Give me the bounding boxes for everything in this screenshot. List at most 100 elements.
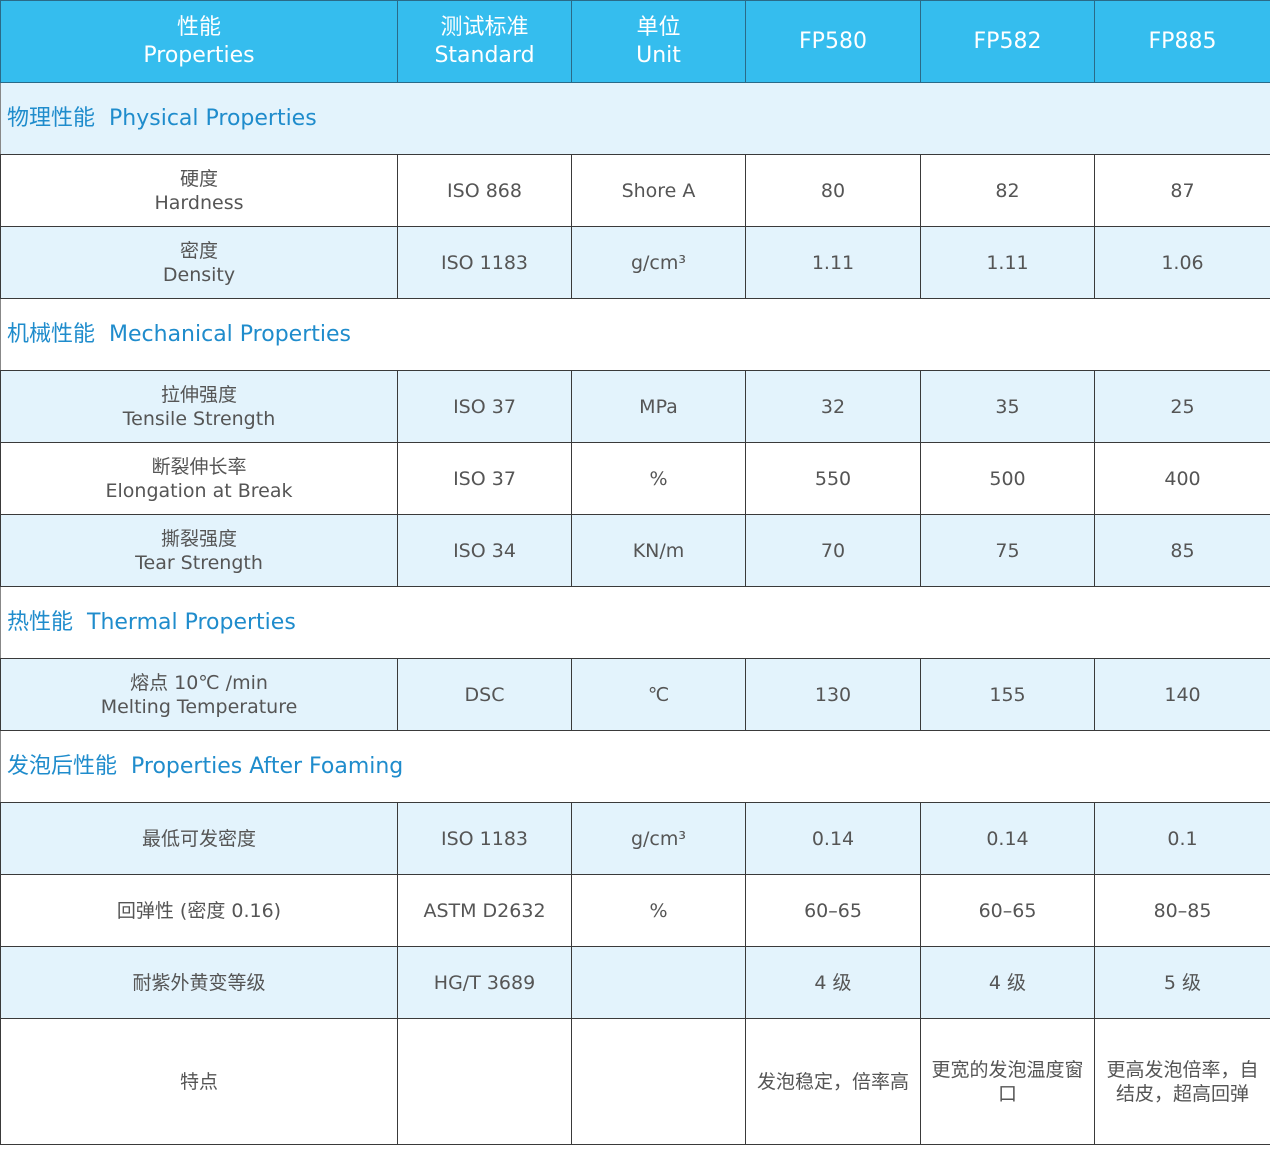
value-cell-fp580: 1.11 bbox=[745, 226, 921, 299]
standard-cell: ISO 34 bbox=[397, 514, 572, 587]
header-product-fp885: FP885 bbox=[1094, 0, 1270, 83]
value-cell-fp582: 155 bbox=[920, 658, 1095, 731]
property-cell: 拉伸强度 Tensile Strength bbox=[0, 370, 398, 443]
section-row: 热性能 Thermal Properties bbox=[0, 586, 1270, 659]
table-row: 硬度 Hardness ISO 868 Shore A 80 82 87 bbox=[0, 154, 1270, 227]
value-cell-fp580: 70 bbox=[745, 514, 921, 587]
value-cell-fp885: 400 bbox=[1094, 442, 1270, 515]
property-name-en: Melting Temperature bbox=[100, 695, 298, 718]
header-standard-en: Standard bbox=[434, 42, 535, 68]
header-unit-cn: 单位 bbox=[636, 14, 681, 40]
table-row: 断裂伸长率 Elongation at Break ISO 37% 550 500 400 bbox=[0, 442, 1270, 515]
value-cell-fp885: 0.1 bbox=[1094, 802, 1270, 875]
header-product-fp582: FP582 bbox=[920, 0, 1095, 83]
value-cell-fp582: 60–65 bbox=[920, 874, 1095, 947]
unit-cell: KN/m bbox=[571, 514, 746, 587]
value-cell-fp580: 550 bbox=[745, 442, 921, 515]
value-cell-fp885: 140 bbox=[1094, 658, 1270, 731]
standard-cell: ISO 868 bbox=[397, 154, 572, 227]
value-cell-fp885: 5 级 bbox=[1094, 946, 1270, 1019]
property-name-cn: 撕裂强度 bbox=[160, 527, 237, 550]
value-cell-fp885: 85 bbox=[1094, 514, 1270, 587]
section-title-cn: 物理性能 bbox=[7, 105, 96, 131]
section-title-en: Mechanical Properties bbox=[109, 321, 351, 347]
section-row: 机械性能 Mechanical Properties bbox=[0, 298, 1270, 371]
property-name-en: Density bbox=[162, 263, 236, 286]
property-name-en: Elongation at Break bbox=[105, 479, 293, 502]
unit-cell: ℃ bbox=[571, 658, 746, 731]
section-title-cn: 机械性能 bbox=[7, 321, 96, 347]
section-title: 发泡后性能 Properties After Foaming bbox=[0, 730, 1270, 803]
property-name-cn: 熔点 10℃ /min bbox=[130, 671, 268, 694]
header-properties-cn: 性能 bbox=[176, 14, 221, 40]
property-cell: 撕裂强度 Tear Strength bbox=[0, 514, 398, 587]
value-cell-fp580: 60–65 bbox=[745, 874, 921, 947]
header-product-fp580: FP580 bbox=[745, 0, 921, 83]
value-cell-fp580: 0.14 bbox=[745, 802, 921, 875]
unit-cell bbox=[571, 1018, 746, 1145]
value-cell-fp582: 75 bbox=[920, 514, 1095, 587]
property-name-en: Tear Strength bbox=[135, 551, 263, 574]
unit-cell: % bbox=[571, 874, 746, 947]
standard-cell: ISO 1183 bbox=[397, 802, 572, 875]
unit-cell: % bbox=[571, 442, 746, 515]
property-name-cn: 最低可发密度 bbox=[141, 827, 256, 850]
value-cell-fp582: 更宽的发泡温度窗口 bbox=[920, 1018, 1095, 1145]
property-name-cn: 断裂伸长率 bbox=[151, 455, 247, 478]
value-cell-fp582: 82 bbox=[920, 154, 1095, 227]
property-name-cn: 密度 bbox=[179, 239, 218, 262]
unit-cell: g/cm³ bbox=[571, 226, 746, 299]
unit-cell bbox=[571, 946, 746, 1019]
value-cell-fp885: 1.06 bbox=[1094, 226, 1270, 299]
section-title: 机械性能 Mechanical Properties bbox=[0, 298, 1270, 371]
standard-cell: HG/T 3689 bbox=[397, 946, 572, 1019]
property-cell: 硬度 Hardness bbox=[0, 154, 398, 227]
header-properties-en: Properties bbox=[143, 42, 255, 68]
standard-cell: ISO 37 bbox=[397, 370, 572, 443]
property-name-cn: 硬度 bbox=[179, 167, 218, 190]
property-cell: 最低可发密度 bbox=[0, 802, 398, 875]
value-cell-fp885: 80–85 bbox=[1094, 874, 1270, 947]
header-standard-cn: 测试标准 bbox=[440, 14, 529, 40]
value-cell-fp885: 25 bbox=[1094, 370, 1270, 443]
table-row: 回弹性 (密度 0.16) ASTM D2632% 60–65 60–65 80–85 bbox=[0, 874, 1270, 947]
value-cell-fp582: 0.14 bbox=[920, 802, 1095, 875]
property-cell: 回弹性 (密度 0.16) bbox=[0, 874, 398, 947]
property-cell: 密度 Density bbox=[0, 226, 398, 299]
value-cell-fp580: 4 级 bbox=[745, 946, 921, 1019]
value-cell-fp885: 更高发泡倍率，自结皮，超高回弹 bbox=[1094, 1018, 1270, 1145]
header-unit: 单位 Unit bbox=[571, 0, 746, 83]
value-cell-fp582: 1.11 bbox=[920, 226, 1095, 299]
property-name-en: Tensile Strength bbox=[122, 407, 276, 430]
property-name-en: Hardness bbox=[154, 191, 244, 214]
value-cell-fp582: 35 bbox=[920, 370, 1095, 443]
header-standard: 测试标准 Standard bbox=[397, 0, 572, 83]
table-row: 熔点 10℃ /min Melting Temperature DSC ℃ 130 155… bbox=[0, 658, 1270, 731]
property-cell: 断裂伸长率 Elongation at Break bbox=[0, 442, 398, 515]
value-cell-fp582: 4 级 bbox=[920, 946, 1095, 1019]
header-row: 性能 Properties 测试标准 Standard 单位 Unit FP580 F… bbox=[0, 0, 1270, 83]
table-row: 密度 Density ISO 1183 g/cm³ 1.11 1.11 1.06 bbox=[0, 226, 1270, 299]
section-title-cn: 发泡后性能 bbox=[7, 753, 118, 779]
standard-cell: ISO 1183 bbox=[397, 226, 572, 299]
value-cell-fp582: 500 bbox=[920, 442, 1095, 515]
section-title-en: Properties After Foaming bbox=[131, 753, 404, 779]
section-title-en: Physical Properties bbox=[109, 105, 317, 131]
unit-cell: MPa bbox=[571, 370, 746, 443]
value-cell-fp580: 32 bbox=[745, 370, 921, 443]
section-title-en: Thermal Properties bbox=[87, 609, 296, 635]
standard-cell bbox=[397, 1018, 572, 1145]
section-row: 物理性能 Physical Properties bbox=[0, 82, 1270, 155]
property-cell: 特点 bbox=[0, 1018, 398, 1145]
value-cell-fp580: 发泡稳定，倍率高 bbox=[745, 1018, 921, 1145]
property-name-cn: 特点 bbox=[179, 1070, 218, 1093]
table-row: 最低可发密度 ISO 1183 g/cm³ 0.14 0.14 0.1 bbox=[0, 802, 1270, 875]
unit-cell: g/cm³ bbox=[571, 802, 746, 875]
standard-cell: ASTM D2632 bbox=[397, 874, 572, 947]
value-cell-fp580: 130 bbox=[745, 658, 921, 731]
table-row: 拉伸强度 Tensile Strength ISO 37 MPa 32 35 25 bbox=[0, 370, 1270, 443]
table-row: 撕裂强度 Tear Strength ISO 34 KN/m 70 75 85 bbox=[0, 514, 1270, 587]
value-cell-fp885: 87 bbox=[1094, 154, 1270, 227]
section-row: 发泡后性能 Properties After Foaming bbox=[0, 730, 1270, 803]
